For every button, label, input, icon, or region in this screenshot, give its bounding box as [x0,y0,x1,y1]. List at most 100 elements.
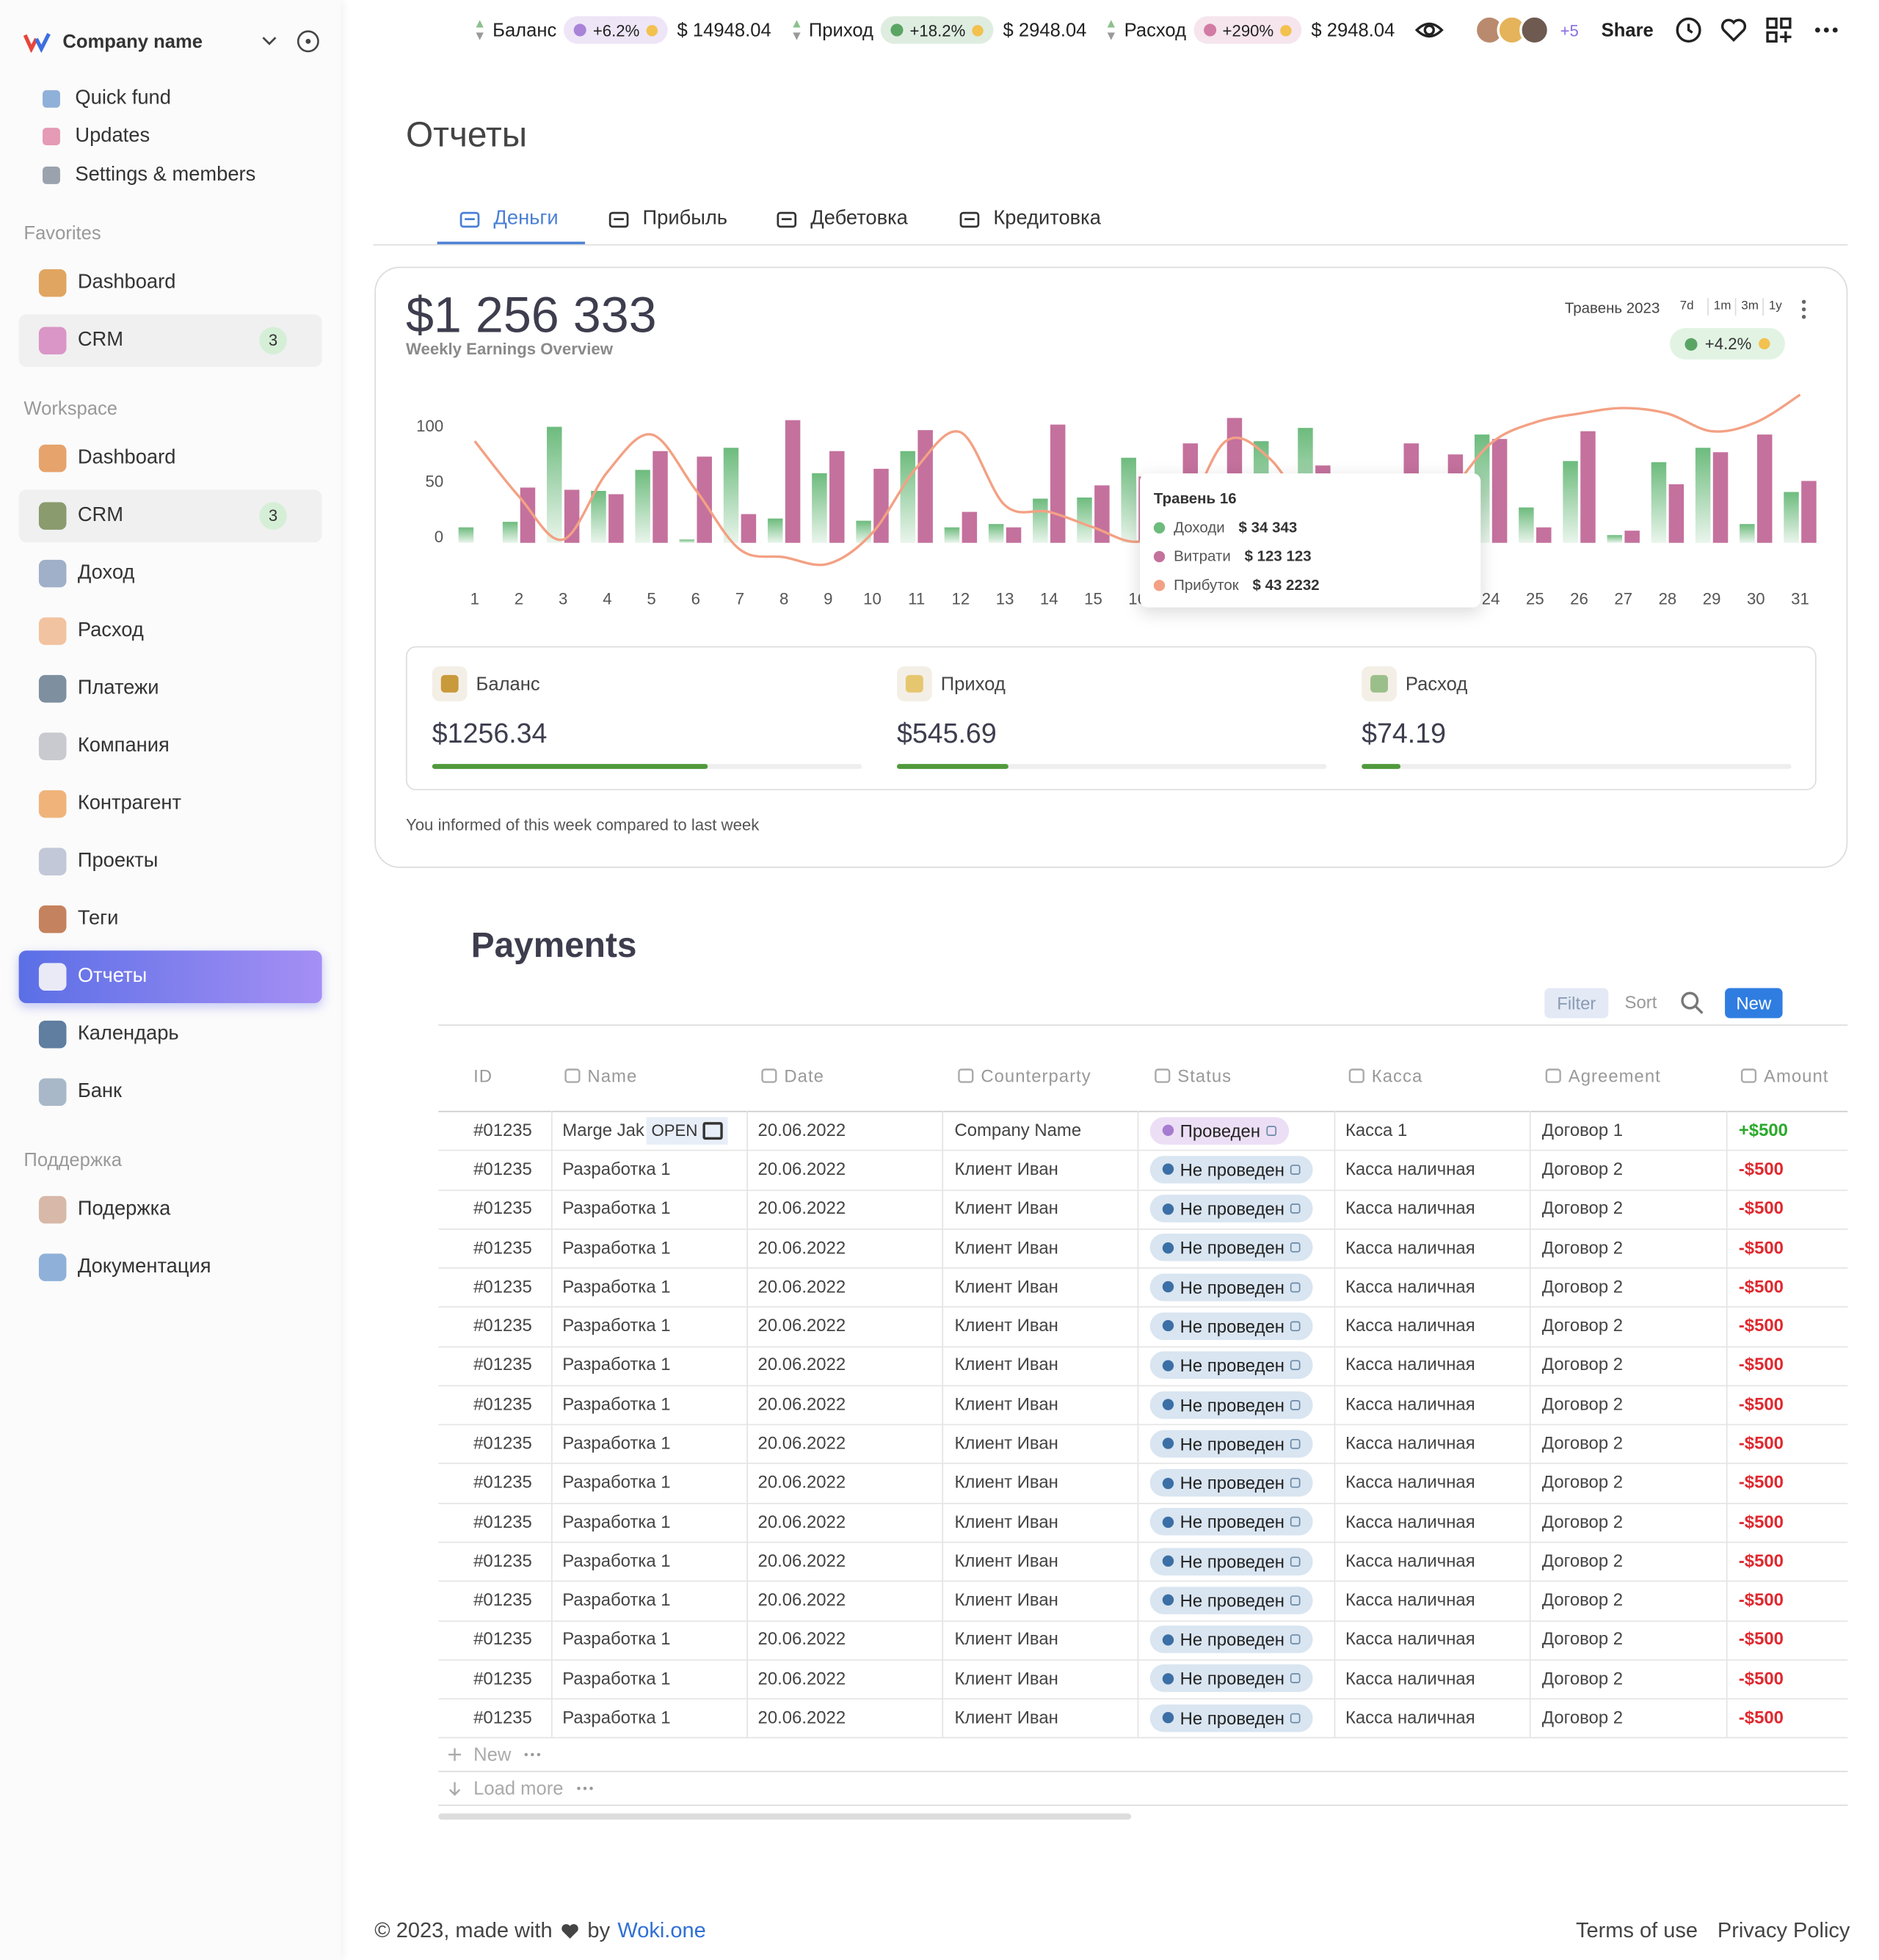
chevron[interactable] [261,32,278,50]
sidebar-item[interactable]: Банк [77,1080,122,1102]
status-pill[interactable]: Не проведен [1149,1195,1314,1223]
sidebar-item[interactable]: Календарь [77,1023,179,1045]
tab[interactable]: Дебетовка [810,207,908,229]
column-icon [1545,1068,1561,1083]
tab[interactable]: Прибыль [642,207,728,229]
sidebar-item[interactable]: Платежи [77,677,159,699]
sidebar-item[interactable]: Отчеты [77,965,148,987]
sidebar-item[interactable]: Контрагент [77,792,182,814]
add-row[interactable]: New [473,1744,512,1766]
status-pill[interactable]: Не проведен [1149,1273,1314,1301]
status-pill[interactable]: Не проведен [1149,1429,1314,1458]
tab[interactable]: Кредитовка [993,207,1101,229]
share[interactable]: Share [1601,19,1654,41]
icon-part [1740,1068,1757,1083]
cell: Разработка 1 [562,1354,671,1374]
sidebar-item[interactable]: Проекты [77,850,159,872]
heart [561,1924,578,1939]
icon-part [792,32,800,40]
sidebar-link[interactable]: Updates [75,125,150,147]
range[interactable]: 3m [1734,298,1759,316]
status-icon [1290,1360,1301,1371]
stat-label: Баланс [493,19,557,41]
sort[interactable]: Sort [1624,992,1657,1013]
sidebar-item[interactable]: Подержка [77,1198,171,1220]
sidebar-item[interactable]: Документация [77,1256,211,1278]
bar [547,426,562,543]
topbar: Баланс +6.2% $ 14948.04 Приход +18.2% $ 2948.… [475,0,1842,60]
status-pill[interactable]: Не проведен [1149,1469,1314,1497]
plus[interactable] [447,1747,462,1762]
sidebar-link[interactable]: Settings & members [75,164,256,186]
sidebar-item[interactable]: CRM [77,329,124,351]
cell: Касса наличная [1345,1706,1475,1727]
clock[interactable] [1673,15,1704,45]
cell: Договор 2 [1541,1511,1624,1531]
status-icon [1266,1125,1277,1136]
status-pill[interactable]: Не проведен [1149,1351,1314,1380]
status-pill[interactable]: Не проведен [1149,1664,1314,1693]
arrow-down[interactable] [447,1781,462,1797]
cell: -$500 [1738,1667,1784,1688]
status-pill[interactable]: Не проведен [1149,1156,1314,1184]
company-name[interactable]: Company name [62,30,203,52]
range[interactable]: 1y [1762,298,1782,316]
cell: Клиент Иван [954,1315,1058,1336]
card-menu[interactable] [1799,298,1809,321]
status-dot [1162,1555,1174,1567]
cell: Договор 2 [1541,1589,1624,1610]
status-pill[interactable]: Не проведен [1149,1625,1314,1654]
status-pill[interactable]: Не проведен [1149,1586,1314,1614]
status-pill[interactable]: Не проведен [1149,1312,1314,1341]
status-pill[interactable]: Не проведен [1149,1234,1314,1262]
eye[interactable] [1415,15,1445,45]
apps[interactable] [1764,15,1794,45]
total: $1 256 333 [405,288,657,343]
cell: Касса наличная [1345,1354,1475,1374]
sidebar-item[interactable]: Dashboard [77,272,176,294]
bar [1033,498,1048,543]
status-pill[interactable]: Не проведен [1149,1508,1314,1536]
bar [1491,439,1508,543]
sidebar-item[interactable]: Доход [77,561,135,583]
cell: Разработка 1 [562,1589,671,1610]
x-tick-label: 25 [1526,589,1544,608]
cell: -$500 [1738,1628,1784,1649]
range[interactable]: 7d [1679,299,1694,313]
icon-part [561,1924,578,1939]
cell: Договор 2 [1541,1394,1624,1414]
settings-circle[interactable] [296,29,321,54]
sidebar-item[interactable]: Компания [77,735,170,757]
x-tick-label: 5 [647,589,655,608]
new-button[interactable]: New [1725,988,1783,1019]
icon-part [448,1782,461,1796]
open-badge[interactable]: OPEN [646,1116,728,1145]
sidebar-item[interactable]: Dashboard [77,446,176,468]
heart[interactable] [1719,15,1749,45]
cell: Клиент Иван [954,1628,1058,1649]
sidebar-link[interactable]: Quick fund [75,87,171,109]
tab[interactable]: Деньги [493,207,559,229]
more[interactable] [1811,15,1842,45]
status-pill[interactable]: Не проведен [1149,1704,1314,1732]
footer-link[interactable]: Terms of use [1575,1918,1698,1943]
cell: Разработка 1 [562,1511,671,1531]
status-icon [1290,1165,1301,1175]
card-label: Приход [940,673,1006,695]
brand[interactable]: Woki.one [617,1918,706,1943]
status-pill[interactable]: Не проведен [1149,1547,1314,1575]
row-rule [438,1346,1848,1347]
status-pill[interactable]: Не проведен [1149,1391,1314,1418]
sidebar-item[interactable]: Расход [77,619,144,641]
filter[interactable]: Filter [1544,988,1609,1019]
load-more[interactable]: Load more [473,1777,564,1799]
cell: Клиент Иван [954,1550,1058,1570]
footer-link[interactable]: Privacy Policy [1717,1918,1850,1943]
footer-credit: © 2023, made with by Woki.one [374,1916,705,1946]
search[interactable] [1680,991,1705,1016]
sidebar-item[interactable]: Теги [77,907,119,930]
pill-emoji [1279,24,1292,36]
status-pill[interactable]: Проведен [1149,1116,1290,1145]
range[interactable]: 1m [1707,298,1731,316]
sidebar-item[interactable]: CRM [77,504,124,526]
